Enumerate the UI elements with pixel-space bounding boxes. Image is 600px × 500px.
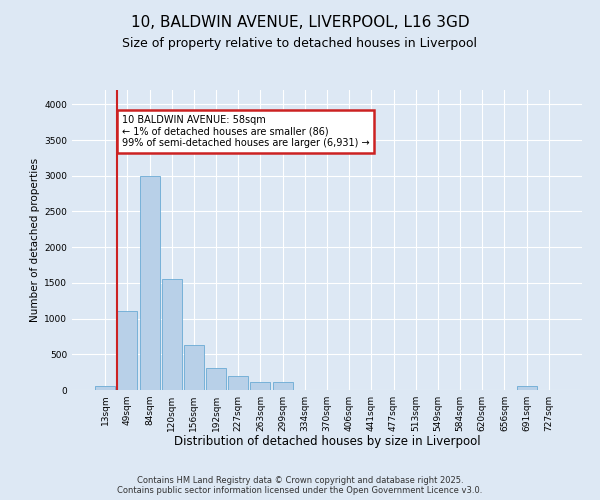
Bar <box>95 386 115 390</box>
Bar <box>272 382 293 390</box>
Text: 10 BALDWIN AVENUE: 58sqm
← 1% of detached houses are smaller (86)
99% of semi-de: 10 BALDWIN AVENUE: 58sqm ← 1% of detache… <box>122 115 370 148</box>
X-axis label: Distribution of detached houses by size in Liverpool: Distribution of detached houses by size … <box>173 436 481 448</box>
Y-axis label: Number of detached properties: Number of detached properties <box>30 158 40 322</box>
Bar <box>118 312 137 390</box>
Bar <box>184 346 204 390</box>
Bar <box>140 176 160 390</box>
Bar <box>517 386 536 390</box>
Bar <box>206 368 226 390</box>
Bar <box>162 280 182 390</box>
Text: 10, BALDWIN AVENUE, LIVERPOOL, L16 3GD: 10, BALDWIN AVENUE, LIVERPOOL, L16 3GD <box>131 15 469 30</box>
Bar <box>228 376 248 390</box>
Bar <box>250 382 271 390</box>
Text: Size of property relative to detached houses in Liverpool: Size of property relative to detached ho… <box>122 38 478 51</box>
Text: Contains HM Land Registry data © Crown copyright and database right 2025.
Contai: Contains HM Land Registry data © Crown c… <box>118 476 482 495</box>
